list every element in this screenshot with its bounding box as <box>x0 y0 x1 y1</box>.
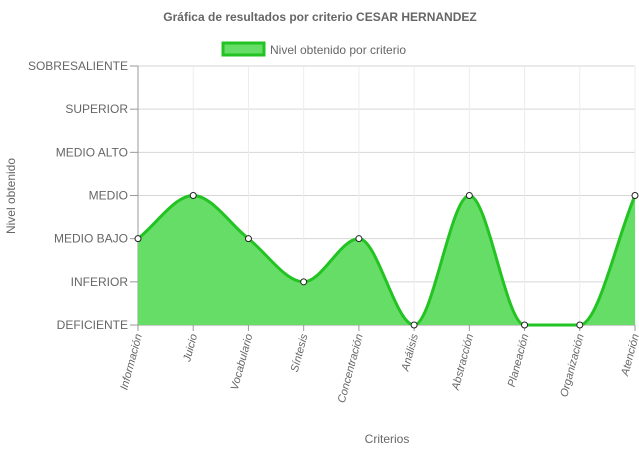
x-axis-ticks: Información Juicio Vocabulario Síntesis Conc… <box>118 332 639 404</box>
data-point[interactable] <box>521 321 529 329</box>
x-tick-label: Juicio <box>181 333 200 364</box>
x-tick-label: Organización <box>558 333 586 399</box>
series-points <box>134 192 639 329</box>
series-line <box>137 193 637 327</box>
x-tick-label: Análisis <box>399 332 421 373</box>
y-axis-ticks: DEFICIENTE INFERIOR MEDIO BAJO MEDIO MEDIO A… <box>28 59 128 332</box>
legend[interactable]: Nivel obtenido por criterio <box>221 41 406 57</box>
series-area <box>137 193 637 327</box>
x-tick-label: Concentración <box>336 333 366 405</box>
x-tick-label: Planeación <box>506 333 532 389</box>
data-point[interactable] <box>134 235 142 243</box>
data-point[interactable] <box>576 321 584 329</box>
y-tick-label: DEFICIENTE <box>57 318 128 332</box>
x-axis-title: Criterios <box>365 432 410 446</box>
x-tick-label: Síntesis <box>289 332 311 373</box>
chart-title: Gráfica de resultados por criterio CESAR… <box>163 10 476 24</box>
data-point[interactable] <box>410 321 418 329</box>
x-tick-label: Vocabulario <box>229 333 256 392</box>
data-point[interactable] <box>465 192 473 199</box>
x-tick-label: Abstracción <box>450 333 477 393</box>
y-tick-label: SUPERIOR <box>65 102 128 116</box>
y-tick-label: MEDIO ALTO <box>56 145 128 159</box>
y-axis-title: Nivel obtenido <box>4 158 18 234</box>
y-tick-label: MEDIO BAJO <box>54 232 128 246</box>
x-tick-label: Atención <box>619 333 639 378</box>
y-tick-label: SOBRESALIENTE <box>28 59 128 73</box>
series-area-fill <box>138 195 635 325</box>
data-point[interactable] <box>189 192 197 199</box>
data-point[interactable] <box>300 278 308 286</box>
data-point[interactable] <box>631 192 639 199</box>
y-tick-label: INFERIOR <box>71 275 129 289</box>
data-point[interactable] <box>244 235 252 243</box>
x-tick-label: Información <box>118 333 144 392</box>
legend-swatch <box>221 41 266 57</box>
legend-label: Nivel obtenido por criterio <box>270 43 406 57</box>
y-tick-label: MEDIO <box>89 189 128 203</box>
data-point[interactable] <box>355 235 363 243</box>
